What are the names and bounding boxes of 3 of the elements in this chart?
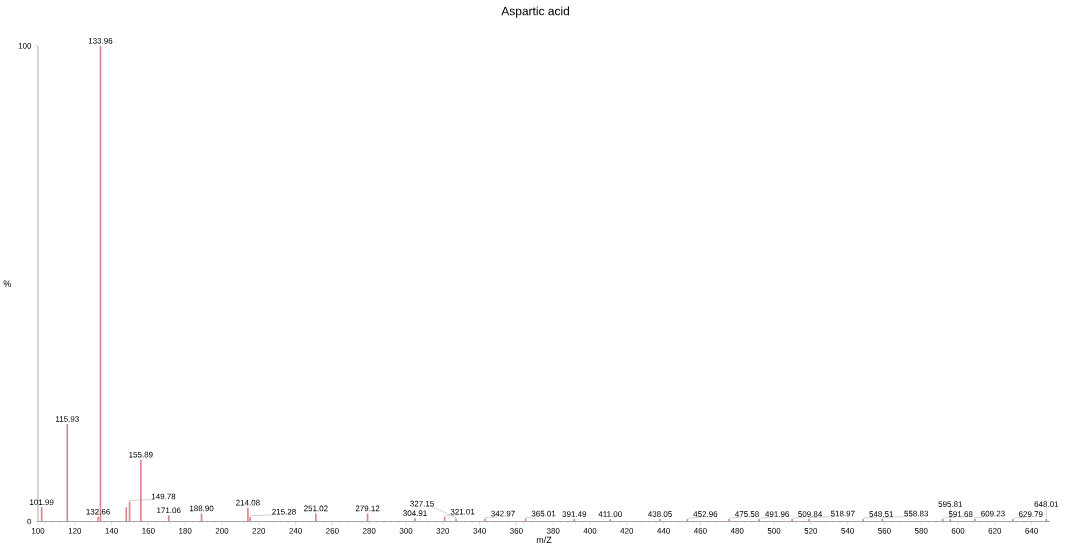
x-axis-title: m/Z: [536, 536, 552, 543]
chart-title: Aspartic acid: [501, 6, 569, 18]
y-axis-title: %: [3, 280, 11, 287]
